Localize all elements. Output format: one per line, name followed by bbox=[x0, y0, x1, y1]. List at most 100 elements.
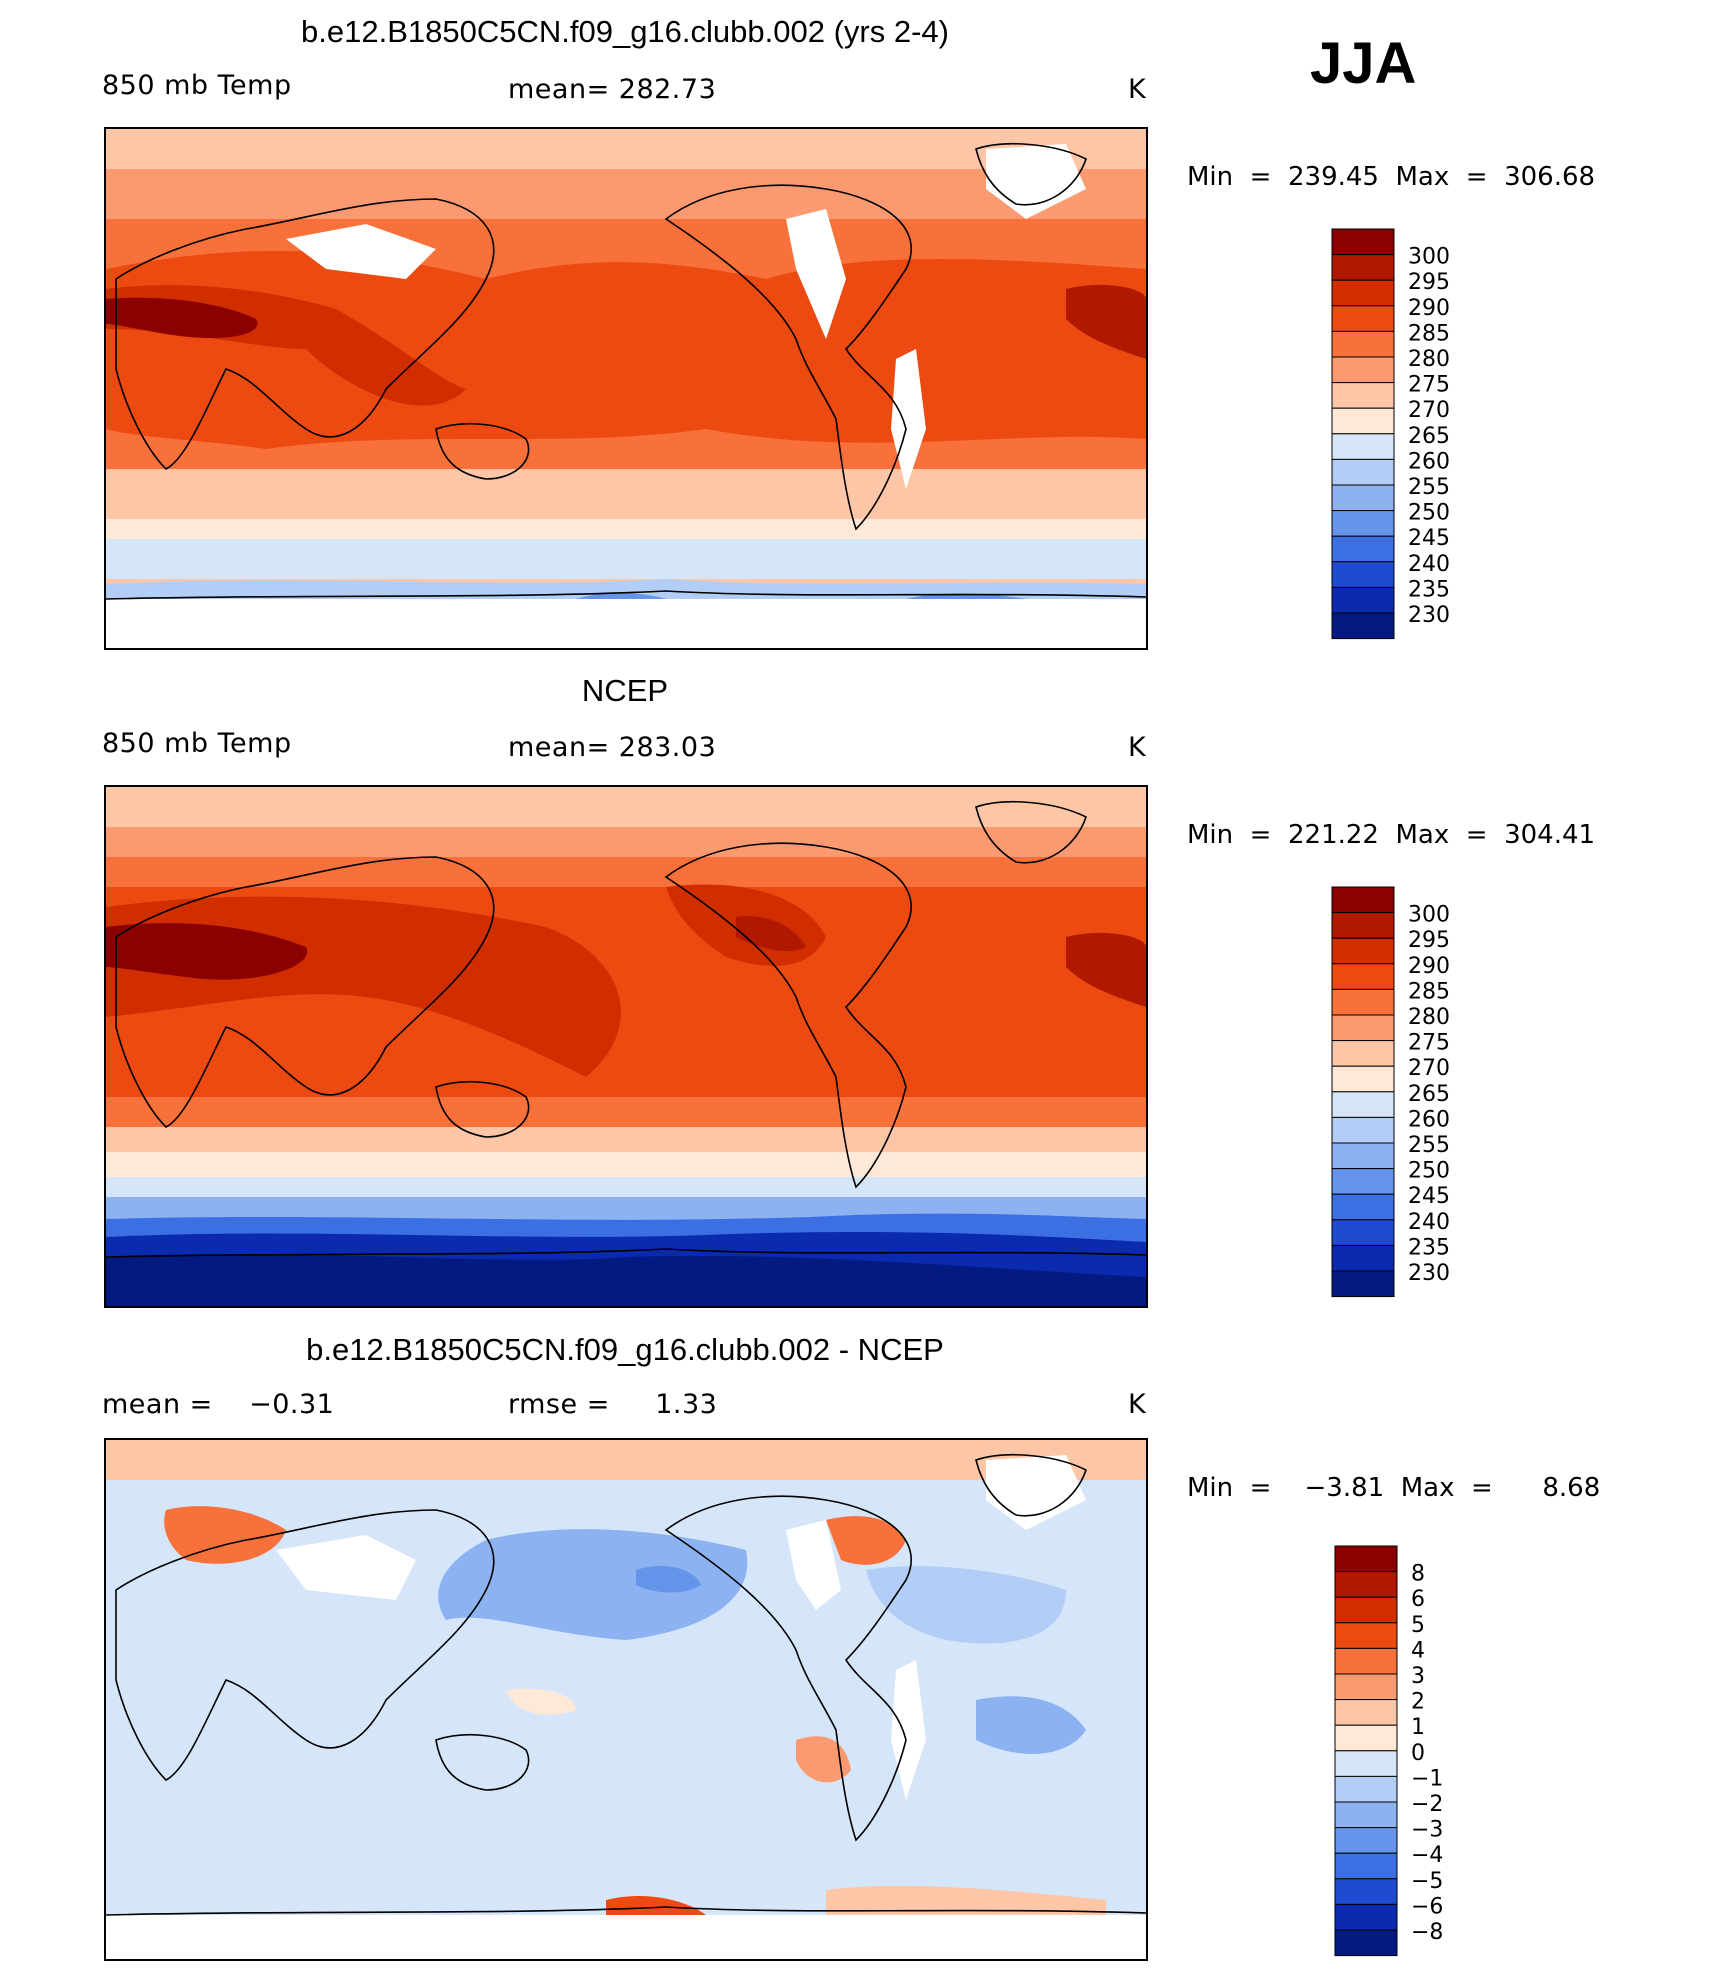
coastline-antarctica bbox=[106, 590, 1146, 600]
colorbar-swatch bbox=[1331, 458, 1395, 486]
map-canvas bbox=[106, 129, 1146, 648]
colorbar-swatch bbox=[1334, 1878, 1398, 1905]
variable-label: 850 mb Temp bbox=[102, 728, 292, 759]
coastline-eurasia-africa bbox=[115, 856, 495, 1128]
colorbar: 300 295 290 285 280 275 270 265 260 255 250 245 240 2… bbox=[1330, 227, 1550, 647]
model-panel: b.e12.B1850C5CN.f09_g16.clubb.002 (yrs 2… bbox=[0, 0, 1710, 660]
colorbar-swatch bbox=[1331, 1091, 1395, 1118]
colorbar-tick-label: 240 bbox=[1408, 552, 1450, 577]
colorbar-swatch bbox=[1331, 612, 1395, 640]
colorbar-swatch bbox=[1331, 586, 1395, 614]
units-label: K bbox=[1128, 74, 1147, 105]
colorbar-tick-label: 295 bbox=[1408, 928, 1450, 953]
colorbar-tick-label: 235 bbox=[1408, 577, 1450, 602]
colorbar-tick-label: −8 bbox=[1411, 1920, 1443, 1945]
min-max-label: Min = 239.45 Max = 306.68 bbox=[1187, 162, 1596, 192]
missing-data-antarctica bbox=[106, 599, 1146, 648]
missing-data-andes bbox=[891, 349, 926, 489]
missing-data-tibet bbox=[286, 224, 436, 279]
colorbar-tick-label: 240 bbox=[1408, 1210, 1450, 1235]
variable-label: 850 mb Temp bbox=[102, 70, 292, 101]
colorbar-swatch bbox=[1331, 963, 1395, 990]
contour-band-0 bbox=[506, 1688, 576, 1715]
coastline-greenland bbox=[975, 801, 1087, 864]
contour-band-3 bbox=[164, 1506, 286, 1564]
colorbar-svg: 3002952902852802752702652602552502452402… bbox=[1331, 228, 1450, 640]
colorbar-swatch bbox=[1331, 356, 1395, 384]
colorbar-tick-label: 295 bbox=[1408, 270, 1450, 295]
colorbar-swatch bbox=[1331, 484, 1395, 512]
colorbar-swatch bbox=[1334, 1647, 1398, 1675]
coastlines bbox=[106, 143, 1146, 600]
panel-title: b.e12.B1850C5CN.f09_g16.clubb.002 - NCEP bbox=[306, 1332, 944, 1367]
colorbar: 300 295 290 285 280 275 270 265 260 255 250 245 240 2… bbox=[1330, 885, 1550, 1305]
colorbar-tick-label: 285 bbox=[1408, 979, 1450, 1004]
coastline-australia bbox=[435, 1734, 530, 1791]
colorbar-swatch bbox=[1334, 1801, 1398, 1829]
min-max-label: Min = 221.22 Max = 304.41 bbox=[1187, 820, 1596, 850]
missing-data-antarctica bbox=[106, 1915, 1146, 1959]
colorbar-tick-label: 250 bbox=[1408, 501, 1450, 526]
units-label: K bbox=[1128, 732, 1147, 763]
colorbar-swatch bbox=[1334, 1622, 1398, 1649]
colorbar-swatch bbox=[1334, 1827, 1398, 1854]
colorbar: 8 6 5 4 3 2 1 0 −1 −2 −3 −4 −5 −6 −8 bbox=[1333, 1544, 1553, 1964]
colorbar-swatch bbox=[1331, 254, 1395, 281]
colorbar-tick-label: 245 bbox=[1408, 1184, 1450, 1209]
colorbar-swatch bbox=[1331, 912, 1395, 939]
coastline-australia bbox=[435, 423, 530, 480]
colorbar-swatch bbox=[1334, 1775, 1398, 1803]
colorbar-swatch bbox=[1331, 1193, 1395, 1221]
temperature-map bbox=[104, 785, 1148, 1308]
contour-band-300 bbox=[106, 923, 308, 980]
colorbar-swatch bbox=[1334, 1903, 1398, 1931]
contour-band-260 bbox=[106, 539, 1146, 579]
colorbar-swatch bbox=[1331, 1116, 1395, 1144]
colorbar-tick-label: −5 bbox=[1411, 1869, 1443, 1894]
coastline-greenland bbox=[975, 143, 1087, 206]
map-canvas bbox=[106, 1440, 1146, 1959]
coastline-americas bbox=[664, 184, 912, 531]
colorbar-tick-label: 255 bbox=[1408, 475, 1450, 500]
contour-band-1-south bbox=[826, 1885, 1106, 1915]
colorbar-swatch bbox=[1331, 886, 1395, 914]
contour-band-minus3 bbox=[438, 1529, 748, 1640]
colorbar-tick-label: 300 bbox=[1408, 903, 1450, 928]
panel-title: NCEP bbox=[581, 673, 669, 708]
colorbar-swatch bbox=[1334, 1596, 1398, 1624]
colorbar-tick-label: −1 bbox=[1411, 1766, 1443, 1791]
coastline-antarctica bbox=[106, 1248, 1146, 1258]
contour-band-minus4 bbox=[636, 1565, 701, 1593]
colorbar-tick-label: 270 bbox=[1408, 398, 1450, 423]
colorbar-tick-label: 230 bbox=[1408, 1261, 1450, 1286]
coastline-americas bbox=[664, 1495, 912, 1842]
colorbar-tick-label: 280 bbox=[1408, 347, 1450, 372]
colorbar-swatch bbox=[1334, 1699, 1398, 1726]
colorbar-swatch bbox=[1331, 382, 1395, 409]
colorbar-tick-label: 1 bbox=[1411, 1715, 1425, 1740]
contour-band-295 bbox=[736, 916, 806, 952]
colorbar-swatch bbox=[1331, 1244, 1395, 1272]
difference-map bbox=[104, 1438, 1148, 1961]
mean-label: mean = −0.31 bbox=[102, 1389, 335, 1420]
season-label: JJA bbox=[1310, 31, 1417, 96]
colorbar-tick-label: 260 bbox=[1408, 1107, 1450, 1132]
mean-label: mean= 283.03 bbox=[508, 732, 717, 763]
colorbar-tick-label: 260 bbox=[1408, 449, 1450, 474]
colorbar-swatch bbox=[1331, 330, 1395, 358]
colorbar-swatch bbox=[1331, 988, 1395, 1016]
colorbar-swatch bbox=[1334, 1724, 1398, 1752]
colorbar-swatch bbox=[1331, 228, 1395, 256]
colorbar-tick-label: −4 bbox=[1411, 1843, 1443, 1868]
panel-title: b.e12.B1850C5CN.f09_g16.clubb.002 (yrs 2… bbox=[301, 14, 949, 49]
colorbar-swatch bbox=[1331, 561, 1395, 588]
colorbar-swatch bbox=[1331, 510, 1395, 537]
coastline-antarctica bbox=[106, 1906, 1146, 1916]
colorbar-tick-label: 250 bbox=[1408, 1159, 1450, 1184]
colorbar-swatch bbox=[1334, 1929, 1398, 1957]
missing-data-andes bbox=[891, 1660, 926, 1800]
colorbar-tick-label: 4 bbox=[1411, 1638, 1425, 1663]
contour-band-300 bbox=[106, 297, 258, 339]
colorbar-tick-label: 270 bbox=[1408, 1056, 1450, 1081]
